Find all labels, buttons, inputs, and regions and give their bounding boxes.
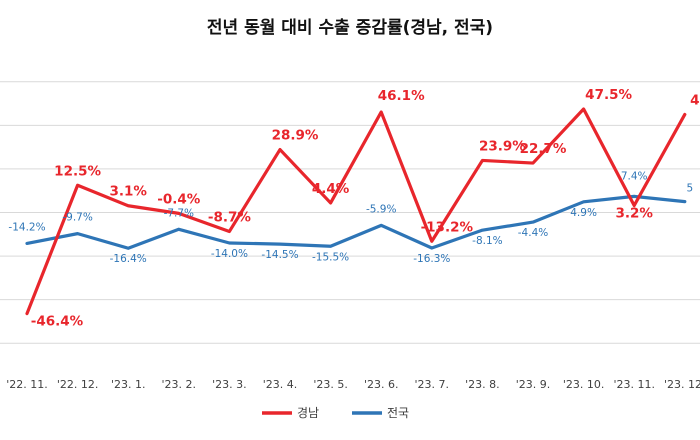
x-axis-ticks: '22. 11. '22. 12. '23. 1. '23. 2. '23. 3. '23…: [6, 378, 700, 391]
x-tick-label: '23. 1.: [111, 378, 146, 391]
data-label-national: -14.0%: [211, 248, 248, 260]
data-label-gyeongnam: -0.4%: [157, 191, 201, 207]
x-tick-label: '22. 12.: [57, 378, 99, 391]
x-tick-label: '23. 9.: [516, 378, 551, 391]
x-tick-label: '23. 11.: [613, 378, 655, 391]
x-tick-label: '23. 10.: [563, 378, 605, 391]
x-tick-label: '23. 12.: [664, 378, 700, 391]
data-label-gyeongnam: -13.2%: [421, 219, 474, 235]
legend: 경남 전국: [262, 406, 409, 420]
data-label-gyeongnam: 28.9%: [272, 128, 319, 144]
legend-label-gyeongnam: 경남: [297, 406, 319, 420]
series-line-gyeongnam: [25, 107, 687, 316]
x-tick-label: '23. 3.: [212, 378, 247, 391]
data-label-gyeongnam: 3.1%: [109, 184, 147, 200]
data-label-national: -8.1%: [472, 235, 502, 247]
data-label-national: -16.4%: [110, 253, 147, 265]
data-label-gyeongnam: 22.7%: [520, 141, 567, 157]
data-label-national: 4.9%: [570, 207, 597, 219]
data-label-gyeongnam: -8.7%: [208, 209, 252, 225]
data-label-national: -5.9%: [366, 203, 396, 215]
chart-title: 전년 동월 대비 수출 증감률(경남, 전국): [207, 18, 493, 38]
data-label-gyeongnam: -46.4%: [31, 314, 84, 330]
data-label-gyeongnam: 12.5%: [54, 163, 101, 179]
series-line-national: [25, 194, 687, 250]
legend-label-national: 전국: [387, 406, 409, 420]
data-label-national: -16.3%: [413, 253, 450, 265]
data-label-gyeongnam: 46.1%: [378, 88, 425, 104]
series-lines: [25, 107, 687, 316]
data-label-national: -15.5%: [312, 251, 349, 263]
data-label-national: 7.4%: [621, 170, 648, 182]
data-label-gyeongnam: 3.2%: [615, 206, 653, 222]
x-tick-label: '23. 2.: [162, 378, 197, 391]
x-tick-label: '23. 8.: [465, 378, 500, 391]
data-label-gyeongnam: 4.4%: [312, 181, 350, 197]
data-label-gyeongnam: 23.9%: [479, 138, 526, 154]
data-label-national: -4.4%: [518, 227, 548, 239]
data-label-national: -9.7%: [62, 212, 92, 224]
x-tick-label: '23. 5.: [313, 378, 348, 391]
x-tick-label: '23. 4.: [263, 378, 298, 391]
data-label-national: -7.7%: [164, 207, 194, 219]
data-label-gyeongnam: 47.5%: [585, 87, 632, 103]
x-tick-label: '23. 6.: [364, 378, 399, 391]
data-label-national: -14.5%: [261, 249, 298, 261]
data-label-national: 5: [686, 183, 693, 195]
data-label-national: -14.2%: [8, 221, 45, 233]
x-tick-label: '22. 11.: [6, 378, 48, 391]
data-labels: -14.2% -9.7% -16.4% -7.7% -14.0% -14.5% -15.5%…: [8, 87, 699, 330]
x-tick-label: '23. 7.: [415, 378, 450, 391]
data-label-gyeongnam: 4: [690, 92, 699, 108]
